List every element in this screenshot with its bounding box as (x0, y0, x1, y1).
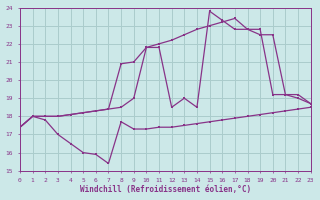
X-axis label: Windchill (Refroidissement éolien,°C): Windchill (Refroidissement éolien,°C) (80, 185, 251, 194)
